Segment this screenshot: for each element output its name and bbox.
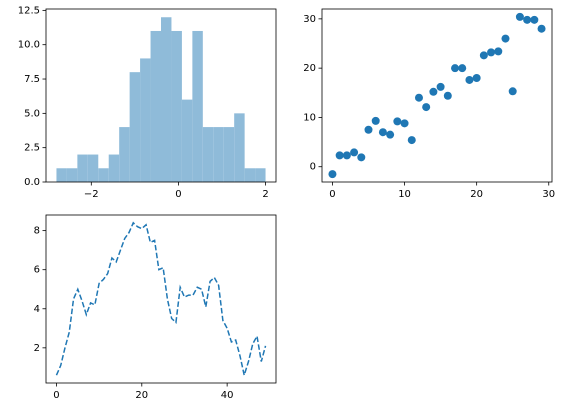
bar: [244, 168, 256, 182]
bar: [119, 127, 130, 182]
bar: [234, 113, 245, 182]
y-tick-label: 30: [303, 14, 316, 25]
point: [494, 47, 503, 56]
y-tick-label: 4: [34, 304, 40, 315]
point: [357, 153, 366, 162]
point: [350, 148, 359, 157]
x-tick-label: 2: [262, 189, 268, 200]
point: [523, 15, 532, 24]
y-tick-label: 2: [34, 343, 40, 354]
line: [55, 221, 267, 379]
y-tick-label: 8: [34, 226, 40, 237]
bar: [202, 127, 214, 182]
bar: [171, 30, 182, 182]
point: [414, 93, 423, 102]
point: [429, 87, 438, 96]
point: [386, 130, 395, 139]
bar: [66, 168, 78, 182]
y-tick-label: 7.5: [24, 74, 40, 85]
x-tick-label: 0: [53, 390, 59, 401]
y-tick-label: 10: [303, 112, 316, 123]
x-tick-label: 10: [398, 189, 411, 200]
bar: [192, 30, 203, 182]
axes-frame: [45, 8, 277, 183]
x-tick-label: 0: [175, 189, 181, 200]
y-tick-label: 5.0: [24, 108, 40, 119]
bar: [255, 168, 266, 182]
x-tick-label: 20: [135, 390, 148, 401]
bar: [98, 168, 109, 182]
bar: [87, 154, 99, 182]
point: [530, 15, 539, 24]
bar: [140, 58, 151, 182]
point: [472, 74, 481, 83]
bar: [150, 30, 161, 182]
y-tick-label: 12.5: [18, 5, 40, 16]
bar: [129, 72, 141, 182]
point: [335, 151, 344, 160]
y-tick-label: 20: [303, 63, 316, 74]
point: [436, 82, 445, 91]
point: [487, 48, 496, 57]
point: [378, 128, 387, 137]
y-tick-label: 0: [310, 162, 316, 173]
point: [451, 64, 460, 73]
y-tick-label: 10.0: [18, 40, 40, 51]
point: [371, 116, 380, 125]
x-tick-label: −2: [84, 189, 99, 200]
point: [393, 117, 402, 126]
point: [501, 34, 510, 43]
point: [515, 12, 524, 21]
point: [508, 87, 517, 96]
point: [407, 136, 416, 145]
y-tick-label: 2.5: [24, 143, 40, 154]
bar: [161, 17, 172, 182]
point: [479, 51, 488, 60]
point: [422, 103, 431, 112]
bar: [56, 168, 67, 182]
point: [400, 119, 409, 128]
axes-frame: [45, 214, 277, 384]
x-tick-label: 0: [329, 189, 335, 200]
point: [328, 170, 337, 179]
bar: [213, 127, 224, 182]
bar: [77, 154, 88, 182]
x-tick-label: 40: [221, 390, 234, 401]
bar: [223, 127, 235, 182]
y-tick-label: 0.0: [24, 177, 40, 188]
axes-frame: [321, 8, 553, 183]
y-tick-label: 6: [34, 265, 40, 276]
bar: [108, 154, 120, 182]
x-tick-label: 20: [470, 189, 483, 200]
point: [443, 91, 452, 100]
point: [458, 64, 467, 73]
bar: [181, 99, 193, 182]
point: [364, 125, 373, 134]
point: [537, 24, 546, 33]
x-tick-label: 30: [542, 189, 555, 200]
point: [342, 151, 351, 160]
point: [465, 75, 474, 84]
